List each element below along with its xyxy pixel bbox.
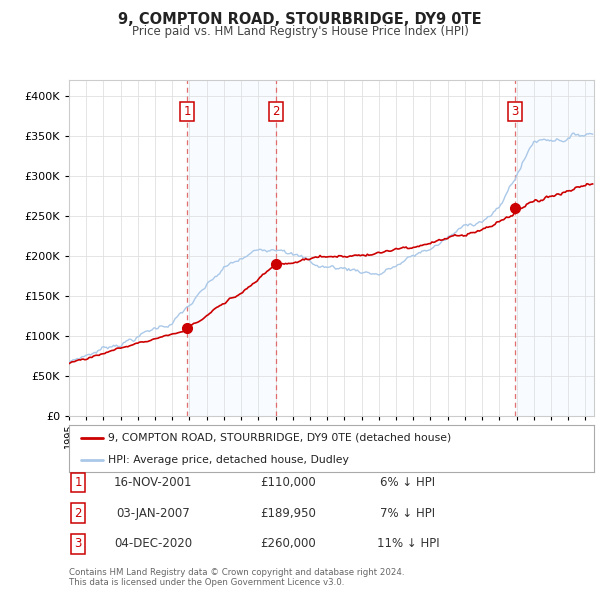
Text: HPI: Average price, detached house, Dudley: HPI: Average price, detached house, Dudl… bbox=[109, 455, 349, 465]
Text: 9, COMPTON ROAD, STOURBRIDGE, DY9 0TE (detached house): 9, COMPTON ROAD, STOURBRIDGE, DY9 0TE (d… bbox=[109, 432, 452, 442]
Bar bbox=[187, 80, 276, 416]
Text: 2: 2 bbox=[74, 507, 82, 520]
Text: 6% ↓ HPI: 6% ↓ HPI bbox=[380, 476, 436, 489]
Text: 9, COMPTON ROAD, STOURBRIDGE, DY9 0TE: 9, COMPTON ROAD, STOURBRIDGE, DY9 0TE bbox=[118, 12, 482, 27]
Text: £189,950: £189,950 bbox=[260, 507, 316, 520]
Bar bbox=[515, 80, 594, 416]
Text: 3: 3 bbox=[74, 537, 82, 550]
Text: This data is licensed under the Open Government Licence v3.0.: This data is licensed under the Open Gov… bbox=[69, 578, 344, 587]
Text: 11% ↓ HPI: 11% ↓ HPI bbox=[377, 537, 439, 550]
Text: 7% ↓ HPI: 7% ↓ HPI bbox=[380, 507, 436, 520]
Text: Price paid vs. HM Land Registry's House Price Index (HPI): Price paid vs. HM Land Registry's House … bbox=[131, 25, 469, 38]
Text: 1: 1 bbox=[184, 105, 191, 118]
Text: £110,000: £110,000 bbox=[260, 476, 316, 489]
Text: Contains HM Land Registry data © Crown copyright and database right 2024.: Contains HM Land Registry data © Crown c… bbox=[69, 568, 404, 576]
Text: 16-NOV-2001: 16-NOV-2001 bbox=[114, 476, 192, 489]
Text: £260,000: £260,000 bbox=[260, 537, 316, 550]
Text: 3: 3 bbox=[511, 105, 519, 118]
Text: 1: 1 bbox=[74, 476, 82, 489]
Text: 2: 2 bbox=[272, 105, 280, 118]
Text: 03-JAN-2007: 03-JAN-2007 bbox=[116, 507, 190, 520]
Text: 04-DEC-2020: 04-DEC-2020 bbox=[114, 537, 192, 550]
